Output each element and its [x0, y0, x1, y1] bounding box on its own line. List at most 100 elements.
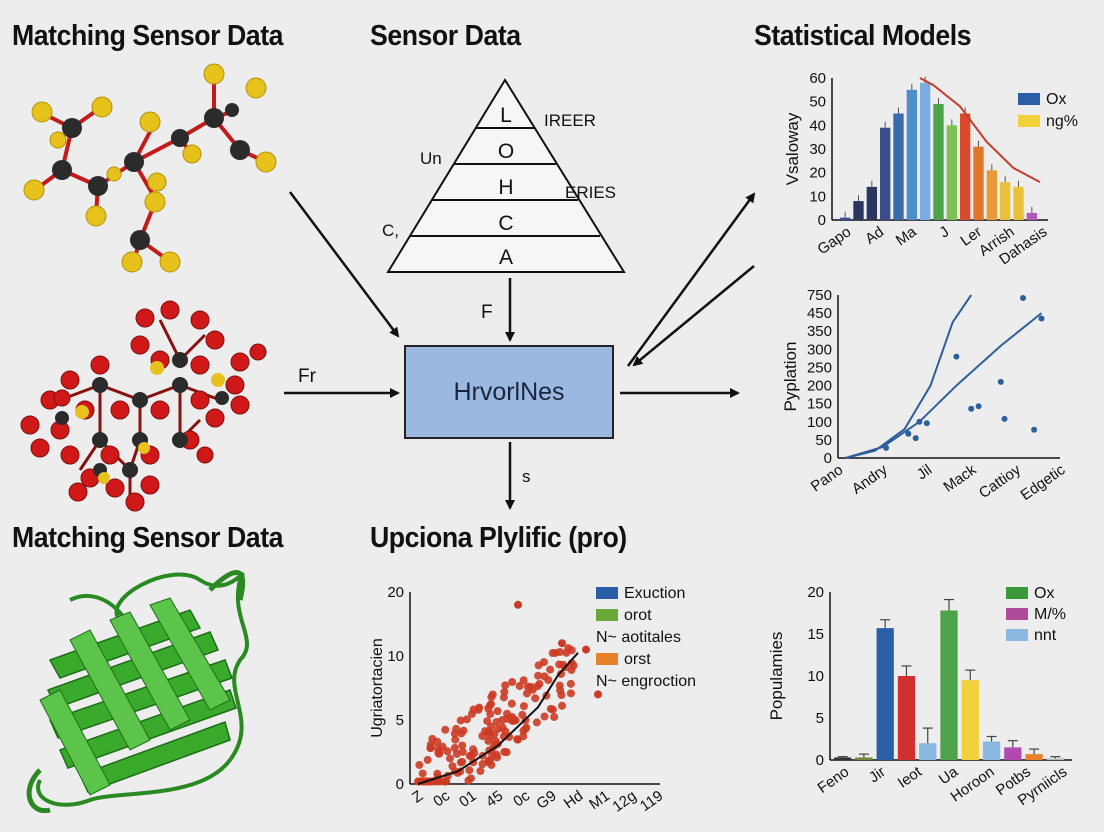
fit-curve [845, 312, 1043, 459]
scatter-point [1031, 426, 1038, 433]
x-tick-label: 0c [430, 787, 453, 810]
scatter-point [423, 755, 432, 764]
scatter-point [534, 671, 543, 680]
scatter-point [511, 716, 520, 725]
scatter-point [923, 420, 930, 427]
scatter-point [567, 646, 576, 655]
scatter-point [555, 648, 564, 657]
x-tick-label: Jir [866, 763, 889, 786]
bar [1004, 747, 1022, 760]
arrow-label-left: Fr [298, 366, 317, 387]
scatter-point [883, 444, 890, 451]
scatter-point [487, 760, 496, 769]
scatter-point [556, 686, 565, 695]
bar [1046, 758, 1064, 760]
scatter-point [505, 732, 514, 741]
scatter-point [1001, 415, 1008, 422]
y-tick-label: 450 [807, 305, 832, 322]
scatter-point [500, 687, 509, 696]
y-tick-label: 20 [809, 165, 826, 182]
scatter-point [458, 741, 467, 750]
title-top-right: Statistical Models [754, 20, 972, 52]
title-bottom-center: Upciona Plylific (pro) [370, 522, 627, 554]
y-tick-label: 0 [396, 776, 404, 793]
scatter-point [446, 754, 455, 763]
scatter-point [546, 704, 555, 713]
scatter-point [458, 757, 467, 766]
scatter-point [418, 769, 427, 778]
scatter-point [476, 767, 485, 776]
scatter-point [465, 766, 474, 775]
y-tick-label: 40 [809, 117, 826, 134]
legend-label: ng% [1046, 113, 1078, 130]
x-tick-label: Edgetic [1018, 461, 1069, 504]
bar [940, 610, 958, 760]
scatter-point [558, 701, 567, 710]
x-tick-label: 119 [637, 787, 666, 815]
scatter-point [531, 694, 540, 703]
y-tick-label: 20 [387, 584, 404, 601]
scatter-point [456, 716, 465, 725]
legend-label: M/% [1034, 606, 1066, 623]
legend-label: orst [624, 651, 651, 668]
scatter-point [494, 724, 503, 733]
scatter-point [452, 749, 461, 758]
scatter-point [488, 690, 497, 699]
bar [906, 89, 917, 220]
scatter-point [500, 747, 509, 756]
pyramid-label-right-middle: ERIES [565, 183, 616, 202]
scatter-point [905, 430, 912, 437]
scatter-point [515, 682, 524, 691]
scatter-point [426, 744, 435, 753]
bar [960, 113, 971, 220]
title-bottom-left: Matching Sensor Data [12, 522, 283, 554]
scatter-point [415, 760, 424, 769]
pyramid-level-3: H [498, 176, 513, 199]
pyramid-level-5: A [499, 246, 513, 269]
scatter-point [457, 729, 466, 738]
y-tick-label: 0 [818, 212, 826, 229]
x-tick-label: Mack [940, 461, 980, 496]
molecule-red-icon [20, 300, 267, 512]
scatter-point [486, 710, 495, 719]
scatter-point [498, 715, 507, 724]
bar [982, 741, 1001, 760]
x-tick-label: Ma [893, 223, 920, 249]
scatter-point [441, 725, 450, 734]
y-axis-label: Ugriatortacien [369, 638, 386, 738]
bar [919, 743, 937, 760]
scatter-point [414, 777, 423, 786]
scatter-point [567, 665, 576, 674]
arrow-box-to-top-right [626, 192, 756, 367]
legend-swatch [1006, 608, 1028, 620]
y-tick-label: 50 [815, 432, 832, 449]
y-tick-label: 15 [807, 626, 824, 643]
x-tick-label: Andry [849, 461, 891, 498]
bar [1025, 754, 1043, 760]
scatter-point [513, 735, 522, 744]
scatter-point [975, 403, 982, 410]
bar [1000, 182, 1011, 220]
pyramid-level-4: C [498, 212, 513, 235]
y-tick-label: 10 [807, 668, 824, 685]
scatter-point [507, 699, 516, 708]
bar [880, 127, 891, 220]
y-tick-label: 10 [809, 188, 826, 205]
scatter-point [566, 689, 575, 698]
scatter-point [491, 736, 500, 745]
scatter-point [450, 729, 459, 738]
pyramid-label-left-lower: C, [382, 221, 399, 240]
scatter-point [519, 702, 528, 711]
x-tick-label: Z [409, 787, 426, 806]
legend-swatch [1006, 629, 1028, 641]
scatter-point [467, 752, 476, 761]
y-tick-label: 0 [816, 752, 824, 769]
scatter-point [532, 718, 541, 727]
y-tick-label: 5 [816, 710, 824, 727]
trend-curve [919, 77, 1041, 184]
y-tick-label: 100 [807, 414, 832, 431]
y-tick-label: 50 [809, 94, 826, 111]
pyramid-level-1: L [500, 104, 512, 127]
scatter-point [550, 712, 559, 721]
scatter-point [558, 639, 566, 648]
